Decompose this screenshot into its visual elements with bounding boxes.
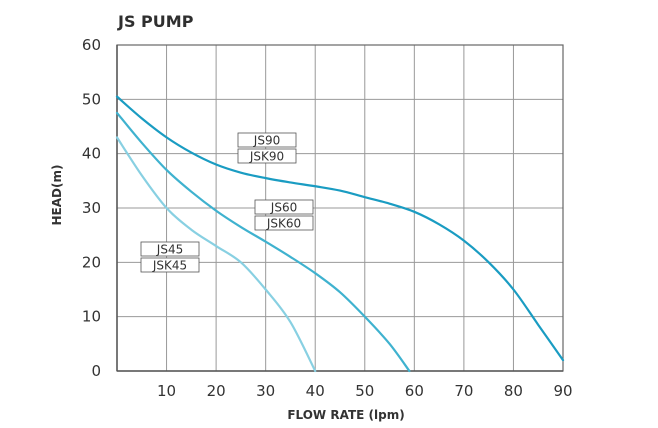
curve-label-box — [140, 257, 200, 273]
x-tick-label: 40 — [306, 382, 325, 400]
y-axis-label: HEAD(m) — [50, 165, 64, 226]
y-tick-label: 0 — [91, 362, 101, 380]
curve-label-js60: JS60 — [254, 199, 314, 215]
x-tick-label: 70 — [454, 382, 473, 400]
curve-label-jsk60: JSK60 — [254, 215, 314, 231]
curve-label-box — [140, 241, 200, 257]
curve-layer — [115, 95, 565, 373]
x-tick-label: 20 — [207, 382, 226, 400]
curve-label-text: JS60 — [270, 201, 297, 215]
x-tick-label: 50 — [355, 382, 374, 400]
performance-curve-1 — [115, 95, 565, 362]
x-tick-label: 30 — [256, 382, 275, 400]
curve-label-jsk90: JSK90 — [237, 148, 297, 164]
y-tick-label: 20 — [82, 253, 101, 271]
x-tick-label: 90 — [553, 382, 572, 400]
curve-label-box — [237, 132, 297, 148]
y-tick-label: 30 — [82, 199, 101, 217]
tick-layer: 10 20 30 40 50 60 70 80 90 0 10 20 30 40 50 60 — [82, 36, 573, 400]
curve-label-js90: JS90 — [237, 132, 297, 148]
curve-label-text: JS90 — [253, 134, 280, 148]
curve-label-box — [254, 215, 314, 231]
curve-label-text: JSK60 — [266, 217, 301, 231]
x-tick-label: 80 — [504, 382, 523, 400]
curve-label-text: JSK90 — [249, 150, 284, 164]
chart-title: JS PUMP — [117, 12, 194, 31]
curve-label-js45: JS45 — [140, 241, 200, 257]
x-tick-label: 60 — [405, 382, 424, 400]
curve-label-layer: JS90 JSK90 JS60 JSK60 JS45 JSK45 — [140, 132, 314, 273]
y-tick-label: 50 — [82, 90, 101, 108]
curve-label-text: JS45 — [156, 243, 183, 257]
curve-label-text: JSK45 — [152, 259, 187, 273]
curve-label-box — [237, 148, 297, 164]
curve-label-box — [254, 199, 314, 215]
curve-label-jsk45: JSK45 — [140, 257, 200, 273]
y-tick-label: 60 — [82, 36, 101, 54]
y-tick-label: 10 — [82, 308, 101, 326]
performance-curve-2 — [115, 111, 411, 373]
grid-layer — [116, 44, 564, 372]
performance-curve-3 — [115, 136, 317, 373]
x-tick-label: 10 — [157, 382, 176, 400]
y-tick-label: 40 — [82, 145, 101, 163]
x-axis-label: FLOW RATE (lpm) — [287, 408, 404, 422]
